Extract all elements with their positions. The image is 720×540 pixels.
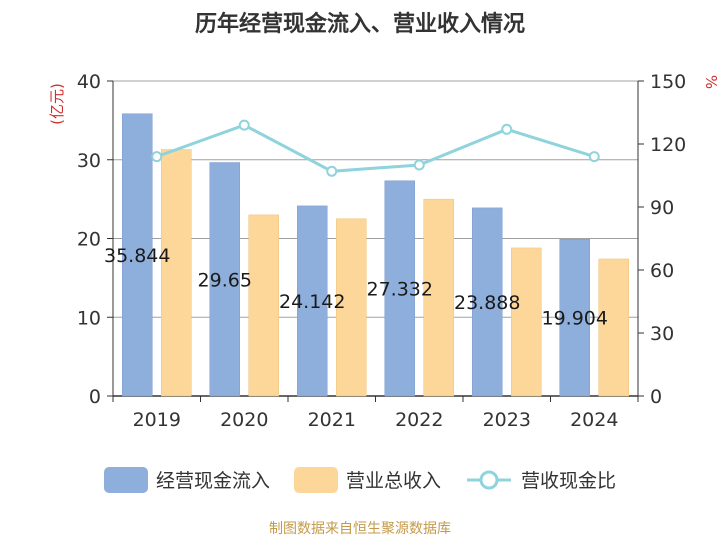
data-label-cash-inflow: 19.904 <box>542 308 608 330</box>
ratio-point <box>151 151 163 163</box>
data-label-cash-inflow: 29.65 <box>198 269 252 291</box>
bar-cash-inflow <box>209 162 240 397</box>
bar-revenue <box>248 214 279 397</box>
bar-revenue <box>423 198 454 397</box>
ratio-point <box>326 165 338 177</box>
left-tick-label: 40 <box>77 71 101 93</box>
footer-source: 制图数据来自恒生聚源数据库 <box>269 521 451 537</box>
ratio-line <box>156 123 595 173</box>
right-tick-label: 90 <box>650 197 674 219</box>
right-tick-label: 0 <box>650 386 662 408</box>
legend-swatch-ratio <box>467 470 511 489</box>
bar-cash-inflow <box>122 113 153 397</box>
data-label-cash-inflow: 23.888 <box>454 292 520 314</box>
data-label-cash-inflow: 35.844 <box>104 245 170 267</box>
ratio-point <box>501 123 513 135</box>
legend-label-cash-inflow: 经营现金流入 <box>155 470 270 492</box>
bar-revenue <box>161 149 192 397</box>
chart-title: 历年经营现金流入、营业收入情况 <box>194 12 525 37</box>
ratio-point <box>413 159 425 171</box>
x-tick-label: 2021 <box>308 409 356 431</box>
left-tick-label: 10 <box>77 307 101 329</box>
x-tick-label: 2019 <box>133 409 181 431</box>
right-tick-label: 60 <box>650 260 674 282</box>
x-tick-label: 2020 <box>220 409 268 431</box>
legend: 经营现金流入 营业总收入 营收现金比 <box>0 466 720 493</box>
ratio-point <box>238 119 250 131</box>
left-axis-label: (亿元) <box>48 83 66 125</box>
legend-label-ratio: 营收现金比 <box>521 470 617 492</box>
left-tick-label: 30 <box>77 150 101 172</box>
bar-cash-inflow <box>472 207 503 397</box>
legend-item-revenue[interactable]: 营业总收入 <box>293 466 441 493</box>
data-label-cash-inflow: 24.142 <box>279 291 345 313</box>
right-axis-label: % <box>702 75 720 89</box>
bar-cash-inflow <box>297 205 328 397</box>
right-tick-label: 30 <box>650 323 674 345</box>
legend-label-revenue: 营业总收入 <box>345 470 441 492</box>
left-tick-label: 0 <box>89 386 101 408</box>
right-tick-label: 150 <box>650 71 686 93</box>
x-tick-label: 2024 <box>570 409 618 431</box>
bar-revenue <box>336 218 367 397</box>
right-tick-label: 120 <box>650 134 686 156</box>
legend-item-cash-inflow[interactable]: 经营现金流入 <box>103 466 270 493</box>
legend-swatch-revenue <box>293 466 338 493</box>
legend-item-ratio[interactable]: 营收现金比 <box>465 466 616 493</box>
bar-revenue <box>598 258 629 397</box>
bar-cash-inflow <box>559 239 590 397</box>
bar-revenue <box>511 247 542 397</box>
legend-swatch-cash-inflow <box>103 466 148 493</box>
left-tick-label: 20 <box>77 229 101 251</box>
ratio-point <box>588 151 600 163</box>
x-tick-label: 2022 <box>395 409 443 431</box>
x-tick-label: 2023 <box>483 409 531 431</box>
bar-cash-inflow <box>384 180 415 397</box>
data-label-cash-inflow: 27.332 <box>367 278 433 300</box>
